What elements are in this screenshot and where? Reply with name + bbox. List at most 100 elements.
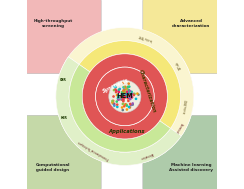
- Circle shape: [127, 91, 129, 94]
- Text: HER: HER: [61, 116, 68, 120]
- Circle shape: [96, 67, 154, 126]
- Text: High-throughput
screening: High-throughput screening: [33, 19, 73, 28]
- Circle shape: [123, 88, 125, 91]
- Circle shape: [133, 93, 136, 95]
- Circle shape: [132, 94, 135, 96]
- Circle shape: [114, 85, 117, 88]
- Circle shape: [116, 103, 119, 106]
- Circle shape: [127, 96, 129, 98]
- Circle shape: [115, 91, 117, 94]
- Circle shape: [122, 90, 125, 92]
- Text: Chemical: Chemical: [174, 122, 183, 134]
- Circle shape: [117, 88, 120, 91]
- Circle shape: [121, 91, 123, 94]
- Text: Machine learning
Assisted discovery: Machine learning Assisted discovery: [169, 163, 213, 172]
- Circle shape: [113, 86, 116, 88]
- Circle shape: [118, 91, 120, 93]
- Circle shape: [123, 95, 126, 98]
- Circle shape: [121, 98, 123, 101]
- Circle shape: [128, 97, 131, 99]
- Circle shape: [127, 86, 129, 88]
- Circle shape: [122, 100, 125, 103]
- Circle shape: [127, 95, 130, 98]
- Circle shape: [111, 101, 114, 104]
- Circle shape: [130, 96, 133, 99]
- Circle shape: [131, 96, 133, 98]
- Circle shape: [127, 89, 130, 91]
- Circle shape: [123, 92, 126, 94]
- Circle shape: [123, 92, 126, 94]
- Wedge shape: [69, 64, 171, 152]
- Circle shape: [137, 93, 140, 96]
- Circle shape: [122, 96, 125, 99]
- Circle shape: [122, 96, 124, 98]
- Circle shape: [122, 99, 125, 101]
- Circle shape: [112, 95, 115, 98]
- Circle shape: [128, 106, 130, 108]
- Circle shape: [128, 94, 130, 97]
- Circle shape: [123, 95, 126, 98]
- Circle shape: [127, 95, 129, 97]
- FancyBboxPatch shape: [26, 115, 101, 189]
- Circle shape: [124, 103, 127, 106]
- Circle shape: [124, 95, 126, 98]
- Circle shape: [126, 108, 128, 111]
- Circle shape: [126, 97, 129, 100]
- Circle shape: [117, 98, 120, 101]
- Text: Characterization: Characterization: [138, 68, 157, 113]
- Circle shape: [117, 94, 120, 97]
- Circle shape: [122, 97, 125, 100]
- Circle shape: [123, 93, 126, 95]
- Text: Calcination: Calcination: [139, 151, 153, 159]
- Circle shape: [126, 90, 128, 93]
- Circle shape: [131, 102, 134, 105]
- Circle shape: [125, 103, 128, 106]
- Circle shape: [129, 98, 132, 100]
- Circle shape: [122, 93, 125, 96]
- Circle shape: [122, 86, 125, 89]
- Circle shape: [109, 80, 141, 112]
- Text: In situ TEM: In situ TEM: [139, 34, 153, 42]
- Circle shape: [111, 100, 114, 102]
- Text: DFT-ab: DFT-ab: [175, 60, 183, 70]
- Circle shape: [130, 91, 133, 93]
- Circle shape: [122, 91, 124, 93]
- Circle shape: [129, 93, 131, 95]
- FancyBboxPatch shape: [26, 0, 101, 74]
- Circle shape: [125, 95, 128, 98]
- Text: HEM: HEM: [116, 93, 133, 99]
- Wedge shape: [82, 54, 167, 139]
- Circle shape: [124, 86, 127, 88]
- Circle shape: [124, 95, 126, 98]
- Circle shape: [116, 94, 118, 97]
- Circle shape: [122, 94, 124, 97]
- Circle shape: [121, 93, 124, 95]
- Circle shape: [129, 106, 131, 109]
- Circle shape: [132, 93, 134, 95]
- Text: OER: OER: [59, 78, 66, 82]
- Circle shape: [120, 98, 123, 101]
- Circle shape: [119, 88, 121, 90]
- Circle shape: [125, 88, 128, 90]
- Circle shape: [124, 95, 127, 98]
- Circle shape: [129, 103, 132, 105]
- Wedge shape: [82, 72, 160, 139]
- Circle shape: [123, 95, 126, 98]
- Text: Applications: Applications: [109, 129, 145, 134]
- Circle shape: [123, 96, 125, 98]
- Text: Advanced
characterization: Advanced characterization: [172, 19, 210, 28]
- Circle shape: [117, 97, 119, 100]
- Circle shape: [126, 104, 128, 107]
- Circle shape: [120, 97, 123, 100]
- Circle shape: [113, 104, 116, 107]
- Wedge shape: [79, 41, 181, 128]
- Circle shape: [115, 90, 118, 92]
- Circle shape: [119, 95, 122, 98]
- Circle shape: [123, 91, 126, 94]
- Circle shape: [126, 95, 128, 98]
- Circle shape: [127, 92, 130, 94]
- Circle shape: [127, 100, 130, 102]
- Text: Electrochemical Techniques: Electrochemical Techniques: [78, 140, 110, 161]
- FancyBboxPatch shape: [143, 115, 218, 189]
- Circle shape: [123, 95, 125, 98]
